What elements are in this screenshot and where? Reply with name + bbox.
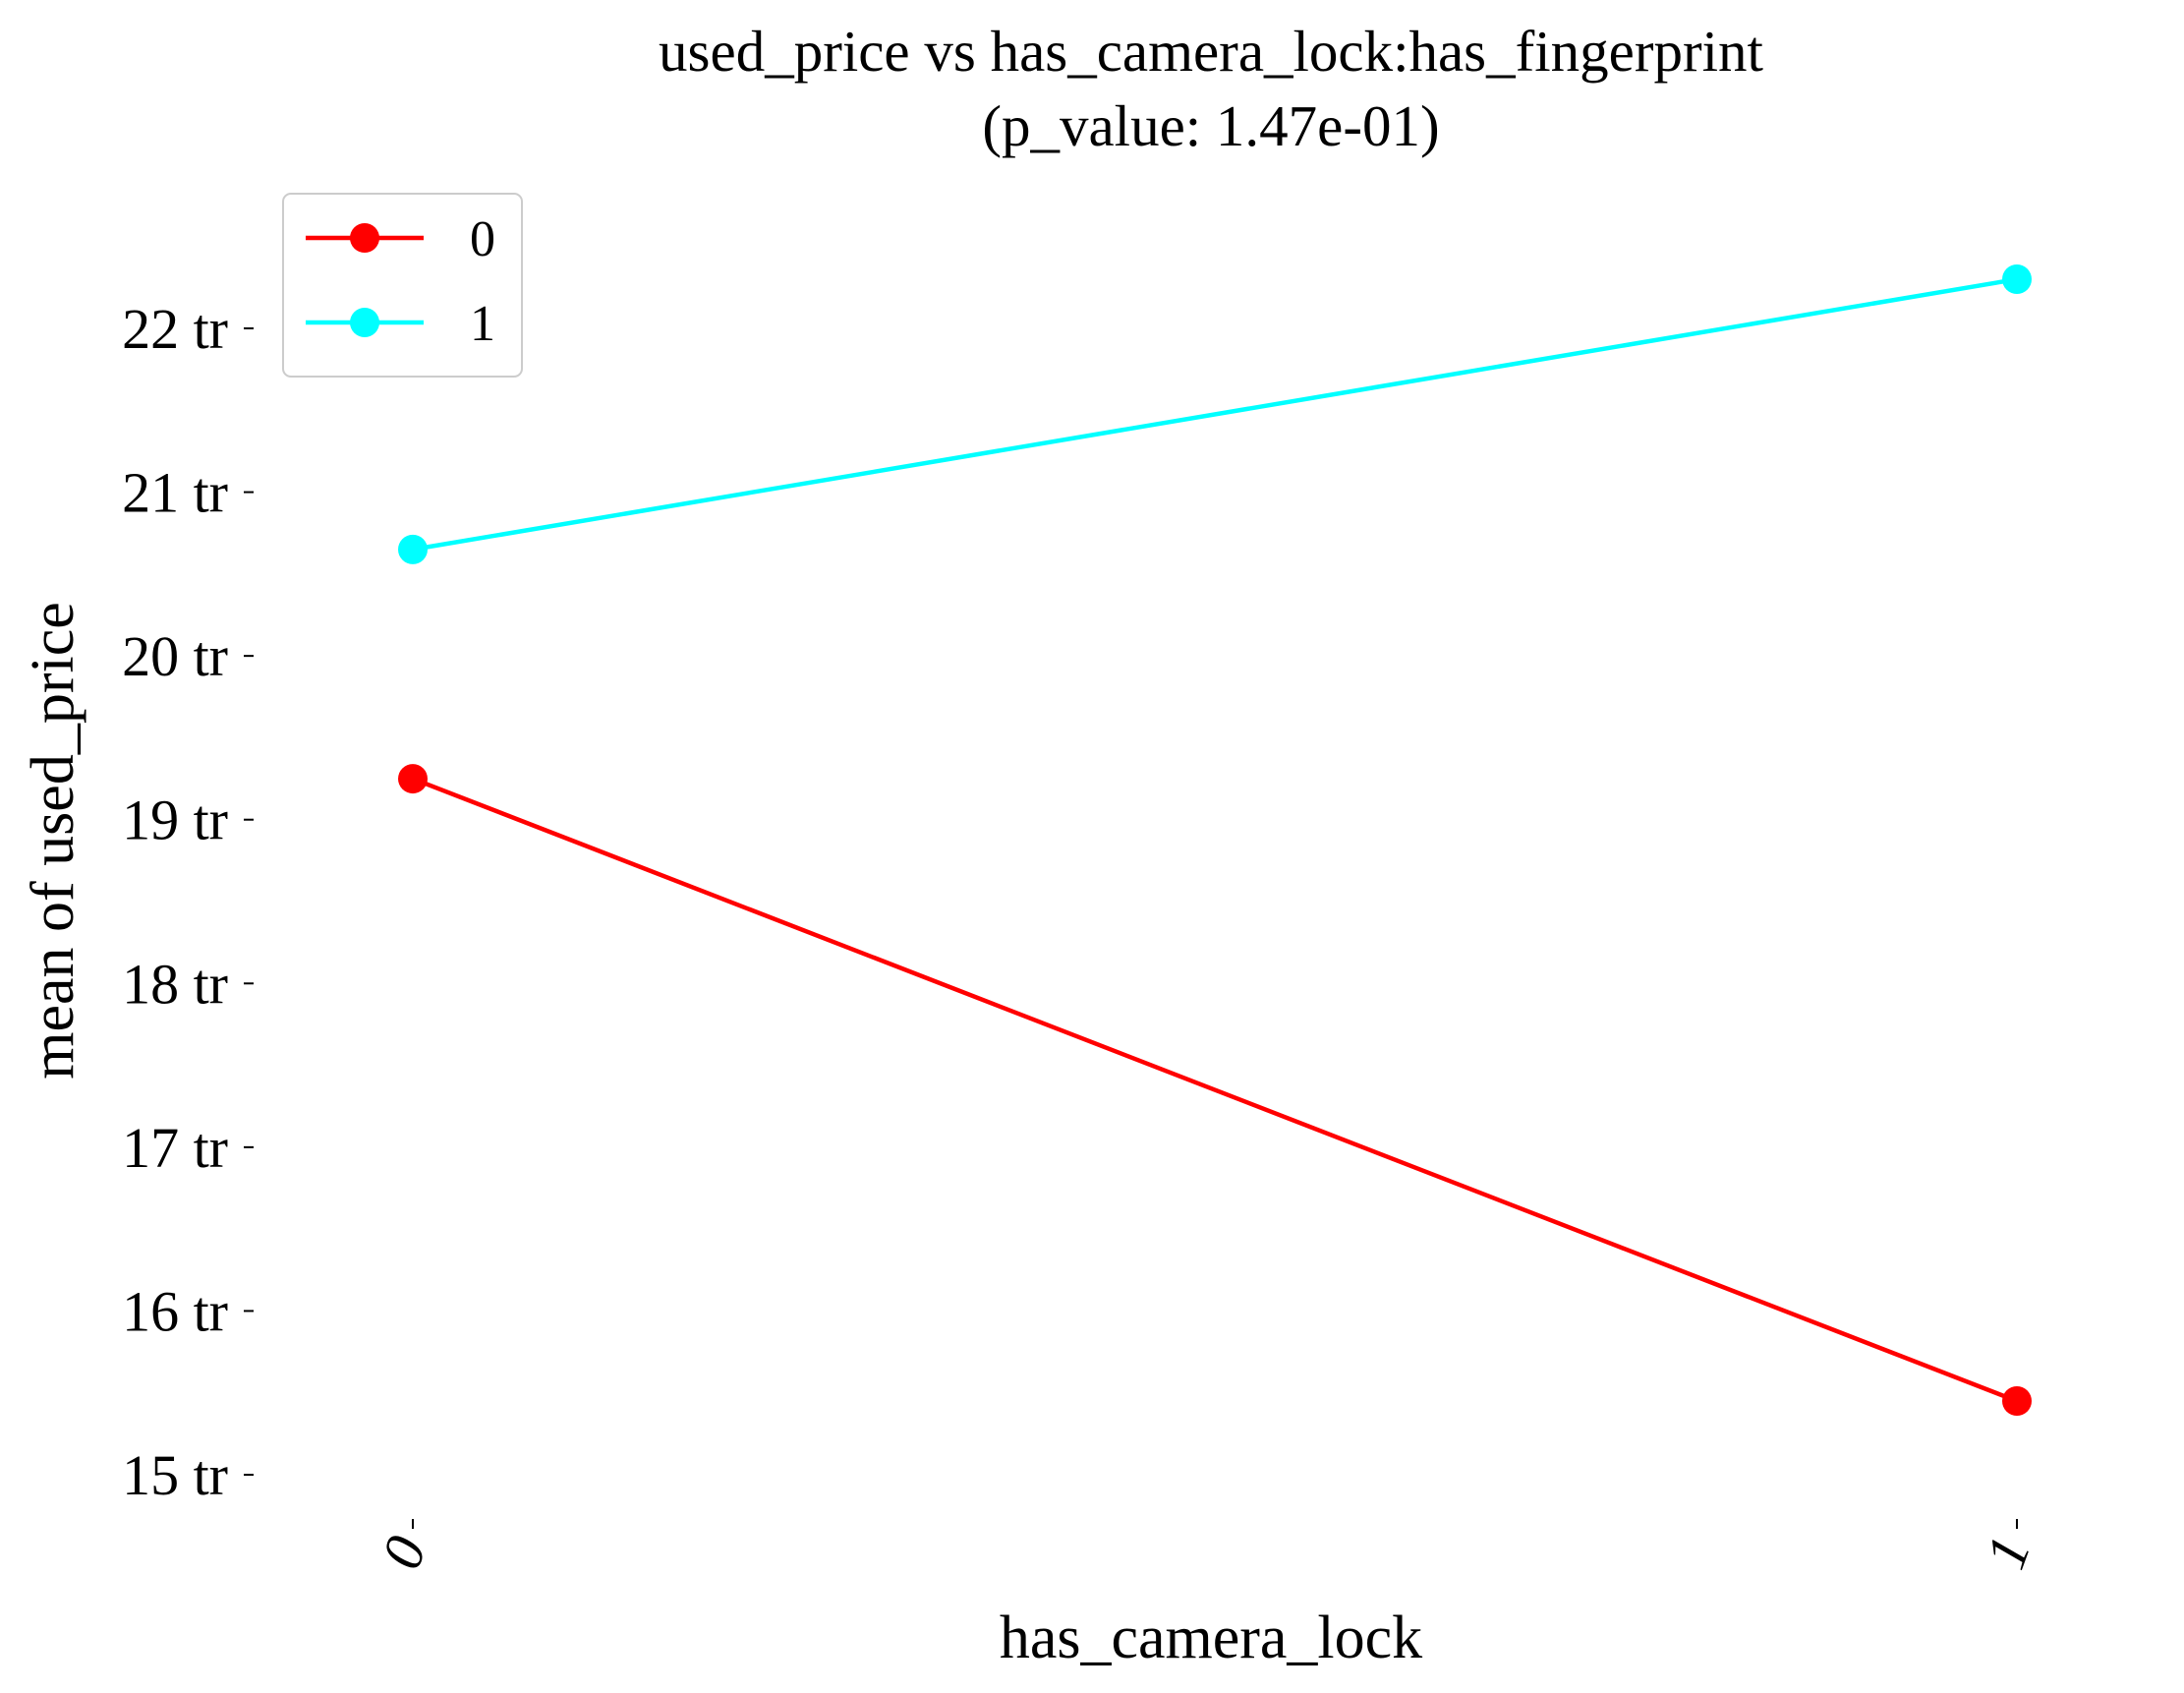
data-point	[2002, 1386, 2032, 1417]
chart-title: used_price vs has_camera_lock:has_finger…	[659, 19, 1763, 84]
y-tick-label: 20 tr	[122, 624, 228, 688]
legend-label: 0	[470, 211, 495, 267]
y-axis-label: mean of used_price	[20, 602, 86, 1079]
x-tick-label: 0	[369, 1528, 438, 1576]
series-line-0	[412, 776, 2018, 1404]
series-line-1	[412, 276, 2018, 553]
series-layer	[398, 264, 2032, 1417]
data-point	[398, 534, 428, 564]
data-point	[398, 764, 428, 794]
data-point	[2002, 264, 2032, 295]
y-tick-label: 17 tr	[122, 1116, 228, 1180]
legend-swatch-marker	[350, 308, 379, 337]
legend: 01	[282, 193, 523, 378]
y-tick-label: 22 tr	[122, 297, 228, 361]
x-tick-label: 1	[1973, 1528, 2042, 1576]
legend-swatch-marker	[350, 223, 379, 253]
chart-subtitle: (p_value: 1.47e-01)	[982, 93, 1439, 158]
legend-label: 1	[470, 296, 495, 352]
y-tick-label: 15 tr	[122, 1443, 228, 1507]
x-axis-label: has_camera_lock	[1000, 1605, 1422, 1671]
y-tick-label: 21 tr	[122, 461, 228, 525]
y-axis: 15 tr 16 tr 17 tr 18 tr 19 tr 20 tr 21 tr 22 tr	[122, 297, 254, 1507]
y-tick-label: 19 tr	[122, 788, 228, 852]
y-tick-label: 18 tr	[122, 952, 228, 1016]
y-tick-label: 16 tr	[122, 1279, 228, 1343]
